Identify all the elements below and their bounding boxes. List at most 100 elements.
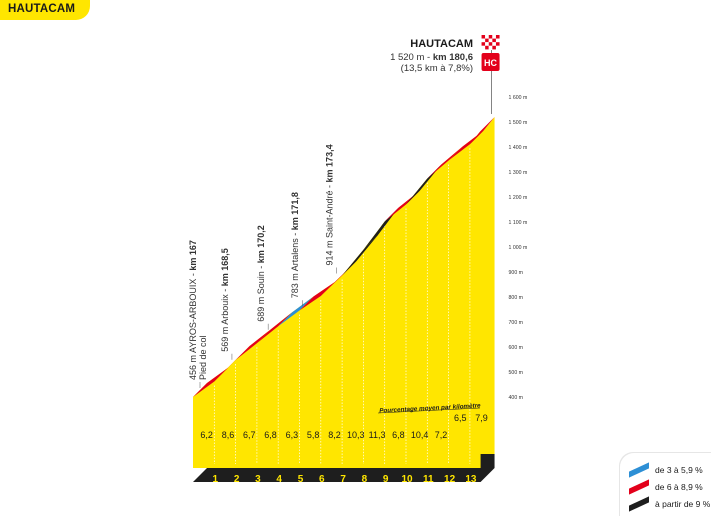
- y-tick-label: 1 100 m: [509, 220, 528, 226]
- y-tick-label: 800 m: [509, 295, 523, 301]
- gradient-label: 6,2: [200, 430, 213, 440]
- gradient-segment: [363, 207, 399, 250]
- x-km-label: 10: [401, 474, 413, 485]
- x-km-label: 6: [319, 474, 325, 485]
- y-tick-label: 600 m: [509, 345, 523, 351]
- gradient-label: 8,2: [328, 430, 341, 440]
- waypoint-label-group: 783 m Artalens - km 171,8: [290, 192, 300, 298]
- x-km-label: 1: [213, 474, 219, 485]
- gradient-segment: [406, 164, 442, 205]
- gradient-segment: [469, 117, 495, 145]
- waypoint-name: 914 m Saint-André -: [324, 182, 334, 265]
- x-km-label: 11: [423, 474, 434, 485]
- waypoint-name: 689 m Souin -: [256, 263, 266, 322]
- x-km-label: 12: [444, 474, 456, 485]
- summit-altitude-line: 1 520 m - km 180,6: [390, 52, 473, 63]
- waypoint-label: 456 m AYROS-ARBOUIX - km 167: [188, 240, 198, 380]
- checkered-flag-icon: [481, 35, 500, 50]
- gradient-label: 6,3: [286, 430, 299, 440]
- flag-square: [481, 45, 486, 50]
- flag-square: [485, 42, 489, 46]
- y-tick-label: 1 300 m: [509, 170, 528, 176]
- x-km-label: 8: [362, 474, 368, 485]
- waypoint-name: 569 m Arbouix -: [220, 286, 230, 352]
- summit-km: km 180,6: [433, 52, 473, 63]
- waypoint-km: km 173,4: [324, 144, 334, 182]
- flag-square: [485, 45, 489, 50]
- waypoint-sublabel: Pied de col: [198, 335, 208, 380]
- flag-square: [481, 35, 486, 39]
- x-km-label: 5: [298, 474, 304, 485]
- flag-square: [492, 42, 496, 46]
- flag-square: [495, 42, 500, 46]
- legend-label: de 3 à 5,9 %: [655, 465, 703, 475]
- gradient-label: 6,5: [454, 413, 467, 423]
- waypoint-label-group: 569 m Arbouix - km 168,5: [220, 248, 230, 352]
- gradient-segment: [299, 282, 335, 311]
- flag-square: [495, 35, 500, 39]
- waypoint-km: km 167: [188, 240, 198, 271]
- flag-square: [488, 38, 493, 43]
- y-tick-label: 900 m: [509, 270, 523, 276]
- flag-square: [488, 42, 493, 46]
- legend-swatch-blue: [629, 462, 649, 478]
- waypoint-km: km 170,2: [256, 225, 266, 263]
- waypoint-label: 689 m Souin - km 170,2: [256, 225, 266, 322]
- gradient-label: 5,8: [307, 430, 320, 440]
- category-badge: [481, 53, 500, 71]
- gradient-label: 6,7: [243, 430, 256, 440]
- page-title: HAUTACAM: [8, 3, 76, 15]
- flag-square: [488, 35, 493, 39]
- gradient-segment: [235, 329, 271, 360]
- waypoint-name: 456 m AYROS-ARBOUIX -: [188, 271, 198, 380]
- y-tick-label: 1 600 m: [509, 95, 528, 101]
- flag-square: [485, 38, 489, 43]
- y-tick-label: 700 m: [509, 320, 523, 326]
- gradient-label: 10,4: [411, 430, 429, 440]
- legend-item-blue: de 3 à 5,9 %: [629, 462, 703, 478]
- base-strip-bottom: [193, 468, 495, 482]
- waypoint-label: 914 m Saint-André - km 173,4: [324, 144, 334, 265]
- legend-label: à partir de 9 %: [655, 499, 711, 509]
- flag-square: [492, 35, 496, 39]
- gradient-segment: [278, 296, 314, 327]
- gradient-segment: [342, 235, 378, 276]
- category-label: HC: [484, 58, 497, 68]
- x-km-label: 9: [383, 474, 389, 485]
- flag-square: [488, 45, 493, 50]
- legend-swatch-black: [629, 496, 649, 512]
- gradient-segment: [256, 312, 293, 344]
- gradient-label: 7,9: [475, 413, 488, 423]
- flag-square: [492, 38, 496, 43]
- legend-item-red: de 6 à 8,9 %: [629, 479, 703, 495]
- gradient-label: 6,8: [392, 430, 405, 440]
- x-km-label: 4: [276, 474, 282, 485]
- summit-name: HAUTACAM: [410, 38, 473, 50]
- flag-square: [481, 38, 486, 43]
- gradient-label: 6,8: [264, 430, 277, 440]
- legend-item-black: à partir de 9 %: [629, 496, 711, 512]
- y-tick-label: 400 m: [509, 395, 523, 401]
- summit-details: (13,5 km à 7,8%): [401, 63, 473, 74]
- waypoint-km: km 171,8: [290, 192, 300, 230]
- flag-square: [495, 38, 500, 43]
- x-km-label: 2: [234, 474, 240, 485]
- y-tick-label: 1 000 m: [509, 245, 528, 251]
- flag-square: [481, 42, 486, 46]
- gradient-label: 11,3: [369, 430, 386, 440]
- flag-square: [492, 45, 496, 50]
- y-tick-label: 500 m: [509, 370, 523, 376]
- waypoint-label-group: 914 m Saint-André - km 173,4: [324, 144, 334, 265]
- waypoint-name: 783 m Artalens -: [290, 230, 300, 298]
- flag-square: [495, 45, 500, 50]
- gradient-label: 10,3: [347, 430, 365, 440]
- waypoint-label-group: 689 m Souin - km 170,2: [256, 225, 266, 322]
- waypoint-label: 569 m Arbouix - km 168,5: [220, 248, 230, 352]
- waypoint-label: 783 m Artalens - km 171,8: [290, 192, 300, 298]
- flag-square: [485, 35, 489, 39]
- summit-altitude: 1 520 m -: [390, 52, 433, 63]
- waypoint-km: km 168,5: [220, 248, 230, 286]
- y-tick-label: 1 400 m: [509, 145, 528, 151]
